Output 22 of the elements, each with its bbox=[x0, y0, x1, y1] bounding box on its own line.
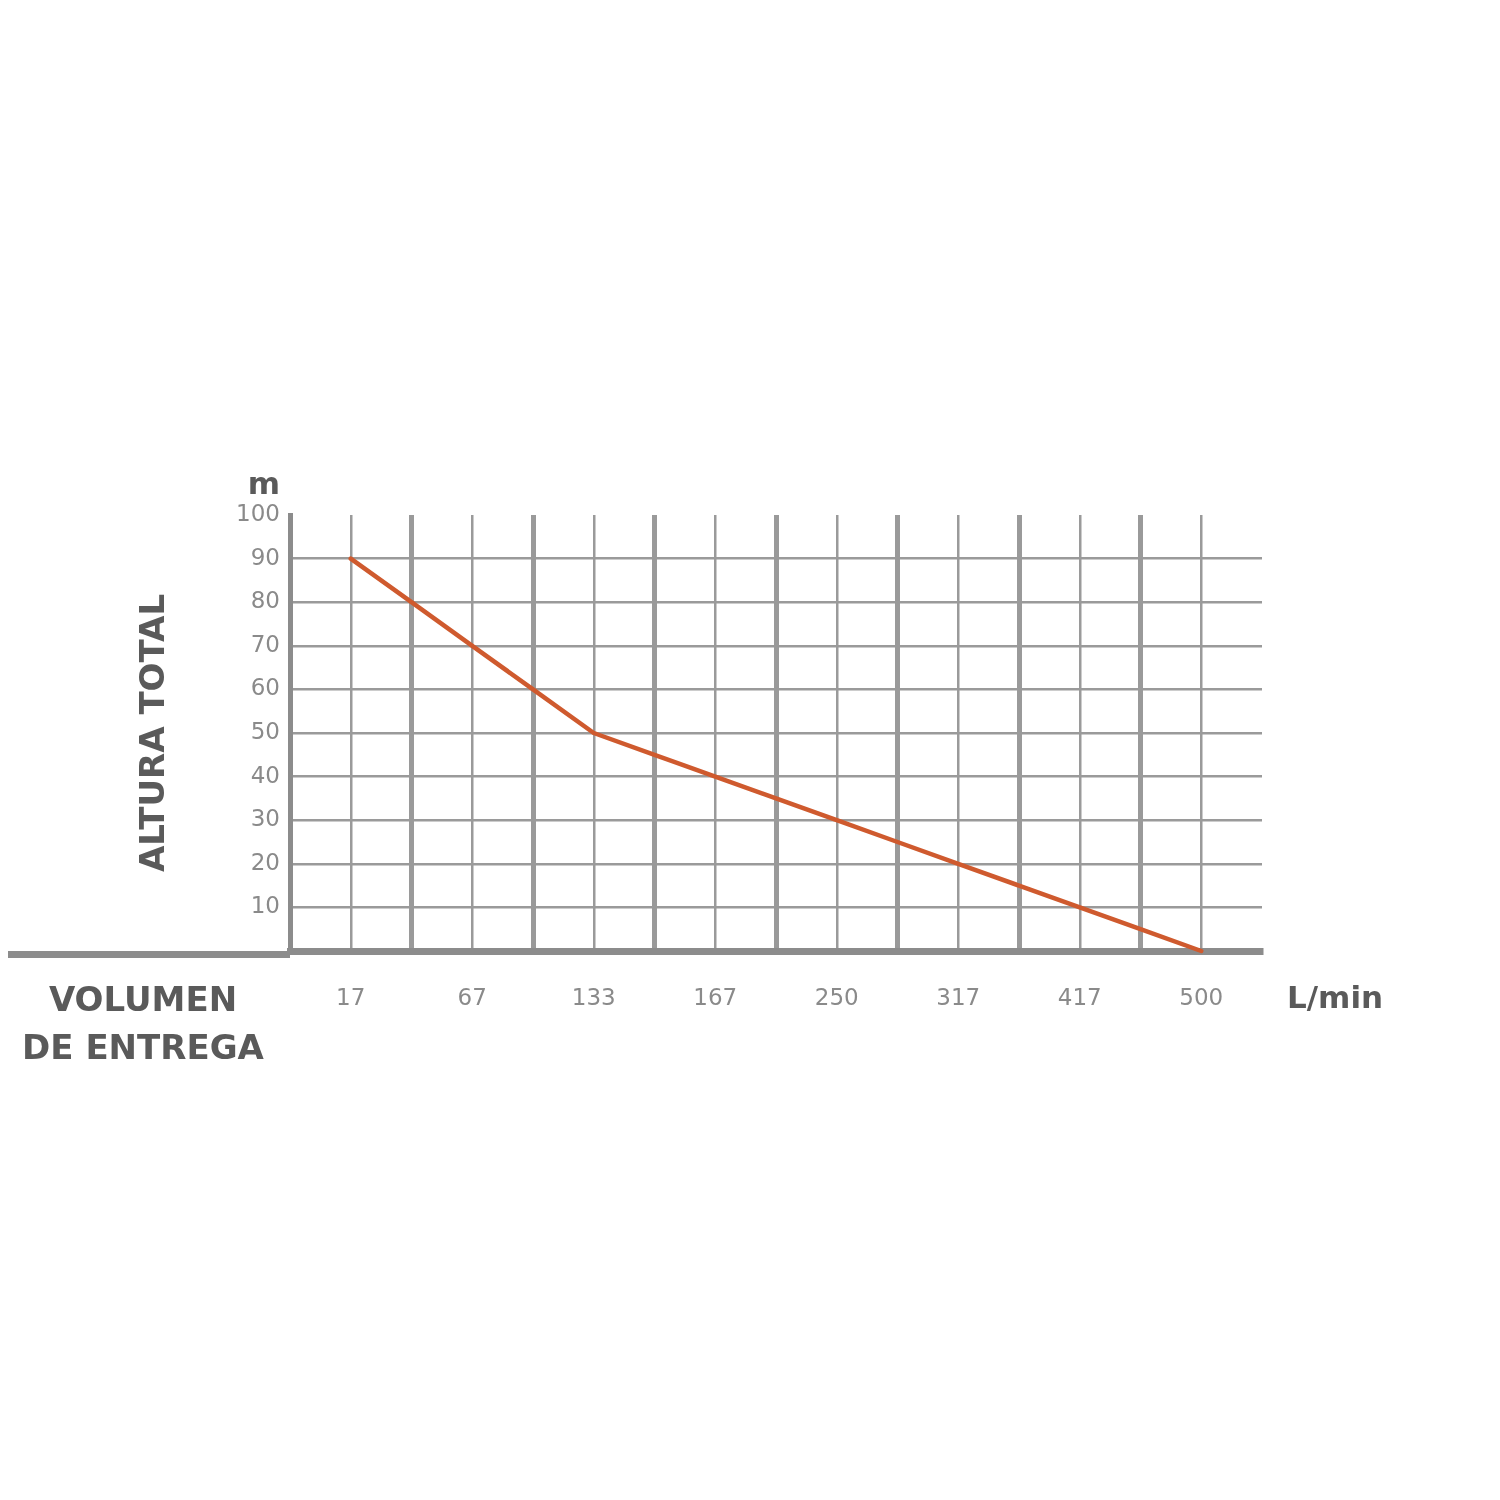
y-tick-label: 80 bbox=[250, 587, 280, 614]
y-tick-label: 60 bbox=[250, 674, 280, 701]
y-axis-title: ALTURA TOTAL bbox=[132, 593, 172, 873]
x-tick-label: 17 bbox=[336, 983, 366, 1010]
y-tick-label: 90 bbox=[250, 543, 280, 570]
x-tick-label: 67 bbox=[457, 983, 487, 1010]
x-tick-label: 167 bbox=[693, 983, 738, 1010]
y-tick-label: 50 bbox=[250, 717, 280, 744]
y-tick-label: 100 bbox=[236, 499, 280, 526]
y-tick-label: 20 bbox=[250, 848, 280, 875]
text: L/min bbox=[1287, 979, 1384, 1015]
x-tick-label: 250 bbox=[814, 983, 859, 1010]
text: m bbox=[247, 465, 281, 501]
x-tick-label: 417 bbox=[1057, 983, 1102, 1010]
x-axis-title: VOLUMEN DE ENTREGA bbox=[21, 978, 265, 1069]
x-tick-label: 133 bbox=[571, 983, 616, 1010]
x-tick-label: 500 bbox=[1179, 983, 1224, 1010]
y-tick-label: 70 bbox=[250, 630, 280, 657]
y-tick-label: 10 bbox=[250, 892, 280, 919]
y-tick-label: 40 bbox=[250, 761, 280, 788]
y-tick-label: 30 bbox=[250, 805, 280, 832]
x-tick-label: 317 bbox=[936, 983, 981, 1010]
